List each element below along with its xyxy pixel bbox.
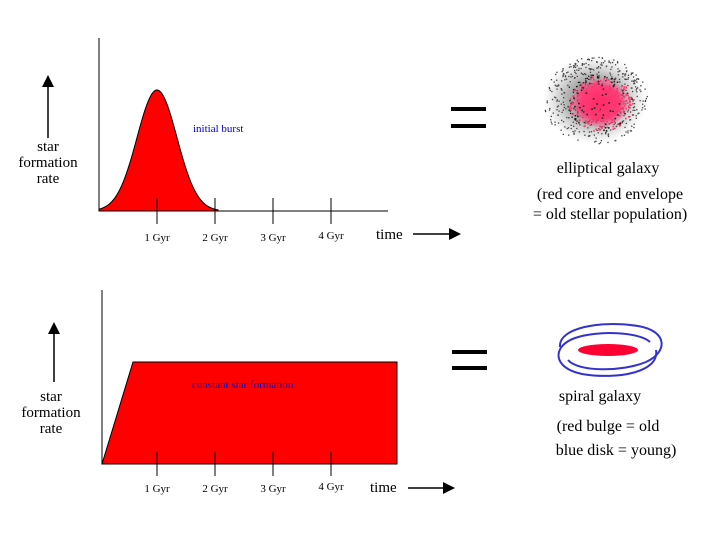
tick-label-3gyr: 3 Gyr (260, 232, 286, 244)
y-axis-label-line-2: formation (21, 405, 81, 421)
elliptical-galaxy-label: elliptical galaxy (557, 160, 660, 177)
tick-label-2gyr: 2 Gyr (202, 232, 228, 244)
tick-label-4gyr: 4 Gyr (318, 230, 344, 242)
spiral-galaxy-label: spiral galaxy (559, 388, 641, 405)
spiral-galaxy-icon (557, 323, 663, 377)
elliptical-galaxy-icon (543, 56, 648, 145)
x-axis-label: time (370, 480, 397, 496)
y-axis-label-line-2: formation (18, 155, 78, 171)
spiral-galaxy-note-line-1: (red bulge = old (557, 418, 660, 435)
up-arrow-icon (42, 75, 54, 138)
right-arrow-icon (408, 482, 455, 494)
equals-sign (451, 107, 486, 128)
elliptical-galaxy-note-line-1: (red core and envelope (537, 186, 683, 203)
right-arrow-icon (413, 228, 461, 240)
bottom-panel: star formation rate constant star format… (21, 290, 676, 496)
initial-burst-label: initial burst (193, 123, 243, 135)
spiral-galaxy-note-line-2: blue disk = young) (556, 442, 677, 459)
elliptical-galaxy-note-line-2: = old stellar population) (533, 206, 687, 223)
y-axis-label-line-1: star (40, 389, 62, 405)
constant-star-formation-area (101, 361, 398, 465)
up-arrow-icon (48, 322, 60, 382)
y-axis-label-line-1: star (37, 139, 59, 155)
tick-label-1gyr: 1 Gyr (144, 232, 170, 244)
y-axis-label-line-3: rate (37, 171, 60, 187)
y-axis-label-line-3: rate (40, 421, 63, 437)
tick-label-3gyr: 3 Gyr (260, 483, 286, 495)
x-axis-label: time (376, 227, 403, 243)
tick-label-1gyr: 1 Gyr (144, 483, 170, 495)
initial-burst-curve (98, 89, 219, 212)
tick-label-2gyr: 2 Gyr (202, 483, 228, 495)
constant-star-formation-label: constant star formation (192, 379, 294, 391)
top-panel: star formation rate initial burst 1 Gyr … (18, 38, 687, 244)
tick-label-4gyr: 4 Gyr (318, 481, 344, 493)
equals-sign (452, 350, 487, 370)
